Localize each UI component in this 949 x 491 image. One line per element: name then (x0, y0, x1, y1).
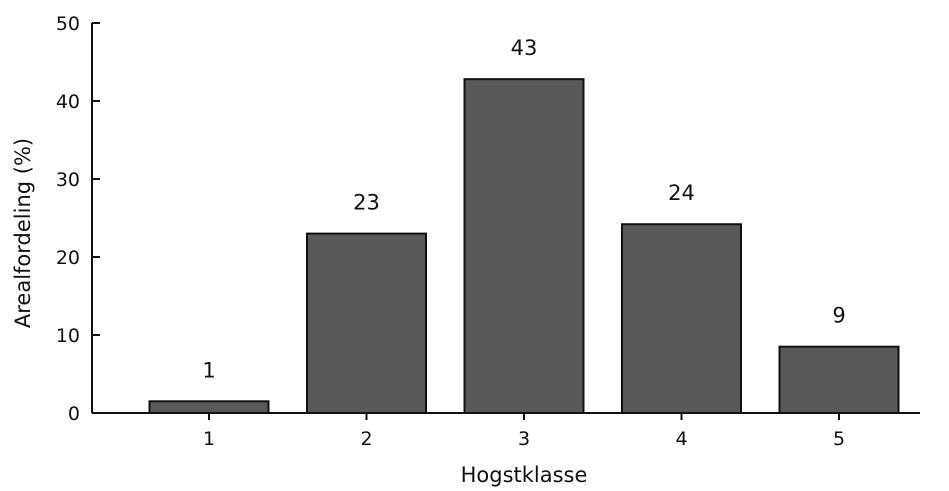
bars (148, 78, 900, 415)
bar-2 (306, 232, 427, 414)
y-tick-label: 40 (56, 91, 80, 113)
y-axis-label: Arealfordeling (%) (11, 138, 35, 328)
x-axis-ticks: 1 2 3 4 5 (203, 413, 845, 450)
y-tick-label: 20 (56, 247, 80, 269)
y-tick-label: 50 (56, 13, 80, 35)
bar-1 (148, 400, 270, 414)
y-tick-label: 10 (56, 325, 80, 347)
data-label-5: 9 (832, 304, 845, 328)
y-tick-label: 30 (56, 169, 80, 191)
data-label-3: 43 (511, 36, 538, 60)
bar-4 (621, 223, 742, 414)
data-labels: 1 23 43 24 9 (202, 36, 845, 382)
data-label-2: 23 (353, 191, 380, 215)
bar-5 (778, 345, 900, 415)
y-tick-label: 0 (68, 403, 80, 425)
x-tick-label: 4 (675, 428, 687, 450)
x-tick-label: 3 (518, 428, 530, 450)
data-label-1: 1 (202, 358, 215, 382)
x-axis-label: Hogstklasse (461, 463, 588, 487)
x-tick-label: 1 (203, 428, 215, 450)
data-label-4: 24 (668, 181, 695, 205)
y-axis-ticks: 0 10 20 30 40 50 (56, 13, 100, 425)
x-tick-label: 5 (833, 428, 845, 450)
bar-3 (463, 78, 585, 414)
x-tick-label: 2 (360, 428, 372, 450)
